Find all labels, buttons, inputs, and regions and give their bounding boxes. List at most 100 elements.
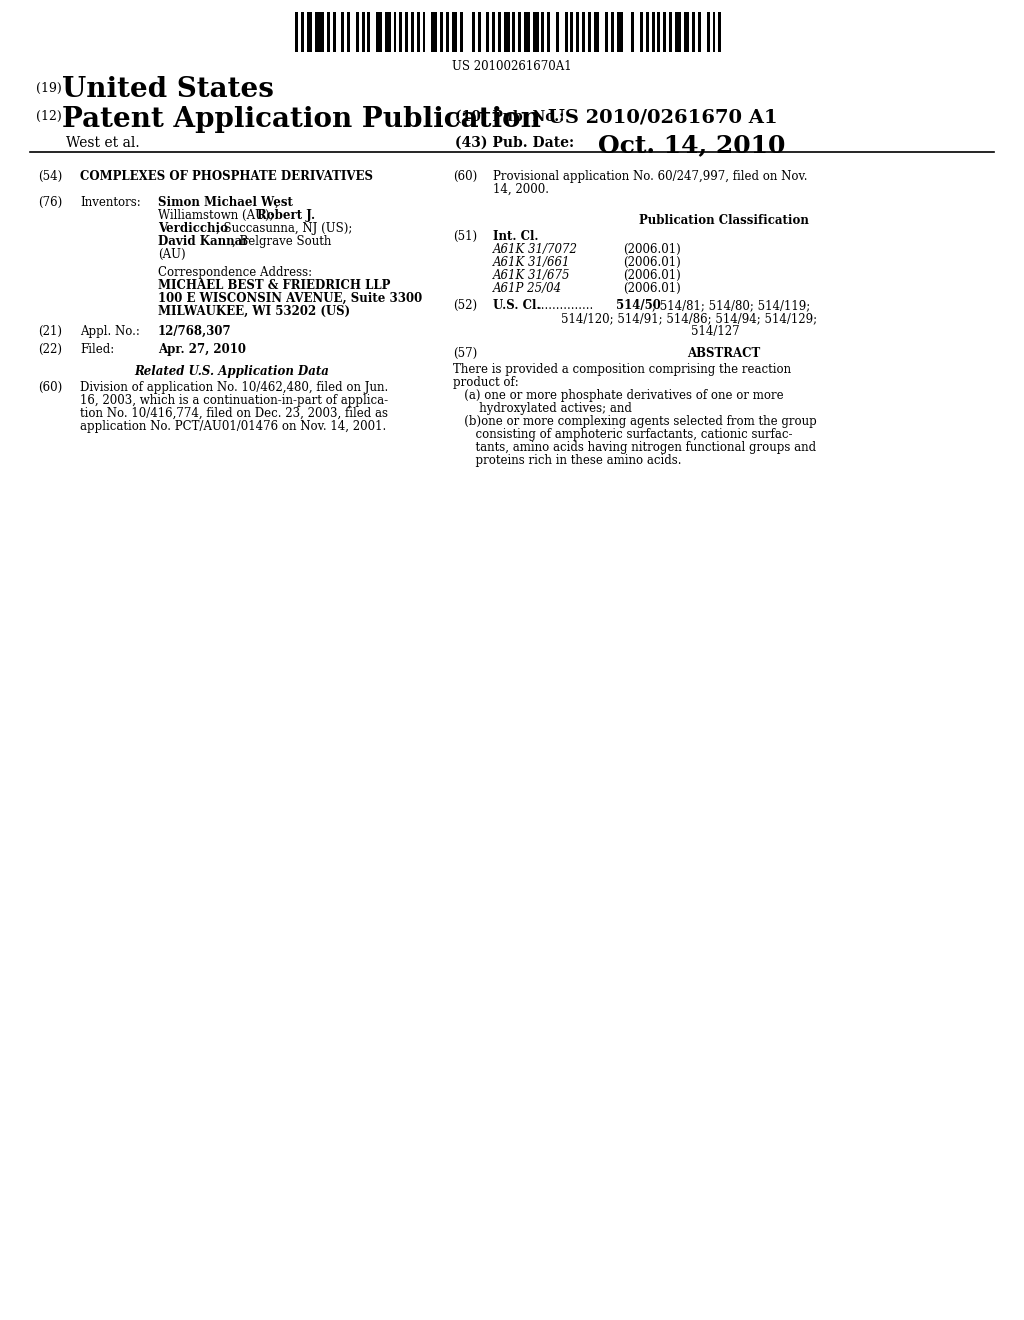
Text: Int. Cl.: Int. Cl. xyxy=(493,230,539,243)
Bar xyxy=(524,12,529,51)
Text: , Succasunna, NJ (US);: , Succasunna, NJ (US); xyxy=(216,222,352,235)
Bar xyxy=(301,12,304,51)
Bar xyxy=(341,12,344,51)
Bar xyxy=(406,12,409,51)
Text: Correspondence Address:: Correspondence Address: xyxy=(158,267,312,279)
Bar xyxy=(675,12,681,51)
Text: ...............: ............... xyxy=(538,300,594,312)
Bar xyxy=(393,12,396,51)
Bar xyxy=(333,12,336,51)
Text: US 20100261670A1: US 20100261670A1 xyxy=(453,59,571,73)
Bar xyxy=(423,12,426,51)
Bar xyxy=(385,12,391,51)
Text: hydroxylated actives; and: hydroxylated actives; and xyxy=(453,403,632,414)
Bar xyxy=(518,12,521,51)
Text: Appl. No.:: Appl. No.: xyxy=(80,325,140,338)
Bar xyxy=(306,12,312,51)
Text: MICHAEL BEST & FRIEDRICH LLP: MICHAEL BEST & FRIEDRICH LLP xyxy=(158,279,390,292)
Bar xyxy=(632,12,634,51)
Text: Verdicchio: Verdicchio xyxy=(158,222,228,235)
Bar xyxy=(368,12,371,51)
Text: 514/50: 514/50 xyxy=(616,300,660,312)
Text: (2006.01): (2006.01) xyxy=(623,256,681,269)
Bar xyxy=(356,12,358,51)
Text: A61K 31/661: A61K 31/661 xyxy=(493,256,570,269)
Text: Simon Michael West: Simon Michael West xyxy=(158,195,293,209)
Text: Division of application No. 10/462,480, filed on Jun.: Division of application No. 10/462,480, … xyxy=(80,381,388,393)
Text: (51): (51) xyxy=(453,230,477,243)
Text: consisting of amphoteric surfactants, cationic surfac-: consisting of amphoteric surfactants, ca… xyxy=(453,428,793,441)
Bar xyxy=(431,12,437,51)
Bar xyxy=(616,12,623,51)
Bar xyxy=(570,12,573,51)
Bar xyxy=(542,12,545,51)
Text: (2006.01): (2006.01) xyxy=(623,243,681,256)
Text: Related U.S. Application Data: Related U.S. Application Data xyxy=(134,366,329,378)
Bar xyxy=(532,12,539,51)
Text: Publication Classification: Publication Classification xyxy=(639,214,808,227)
Bar xyxy=(577,12,580,51)
Bar xyxy=(646,12,649,51)
Bar xyxy=(461,12,463,51)
Text: MILWAUKEE, WI 53202 (US): MILWAUKEE, WI 53202 (US) xyxy=(158,305,350,318)
Text: 16, 2003, which is a continuation-in-part of applica-: 16, 2003, which is a continuation-in-par… xyxy=(80,393,388,407)
Bar xyxy=(493,12,495,51)
Text: 100 E WISCONSIN AVENUE, Suite 3300: 100 E WISCONSIN AVENUE, Suite 3300 xyxy=(158,292,422,305)
Text: tants, amino acids having nitrogen functional groups and: tants, amino acids having nitrogen funct… xyxy=(453,441,816,454)
Text: West et al.: West et al. xyxy=(66,136,139,150)
Bar xyxy=(472,12,475,51)
Text: Williamstown (AU);: Williamstown (AU); xyxy=(158,209,278,222)
Text: ; 514/81; 514/80; 514/119;: ; 514/81; 514/80; 514/119; xyxy=(652,300,810,312)
Text: (a) one or more phosphate derivatives of one or more: (a) one or more phosphate derivatives of… xyxy=(453,389,783,403)
Bar xyxy=(547,12,550,51)
Bar xyxy=(664,12,667,51)
Bar xyxy=(582,12,585,51)
Text: COMPLEXES OF PHOSPHATE DERIVATIVES: COMPLEXES OF PHOSPHATE DERIVATIVES xyxy=(80,170,373,183)
Text: (2006.01): (2006.01) xyxy=(623,282,681,294)
Text: (19): (19) xyxy=(36,82,61,95)
Bar xyxy=(504,12,510,51)
Bar xyxy=(556,12,559,51)
Text: (10) Pub. No.:: (10) Pub. No.: xyxy=(455,110,564,124)
Text: ,: , xyxy=(275,195,279,209)
Text: (60): (60) xyxy=(38,381,62,393)
Bar xyxy=(707,12,710,51)
Text: ABSTRACT: ABSTRACT xyxy=(687,347,760,360)
Text: proteins rich in these amino acids.: proteins rich in these amino acids. xyxy=(453,454,682,467)
Text: U.S. Cl.: U.S. Cl. xyxy=(493,300,541,312)
Text: (43) Pub. Date:: (43) Pub. Date: xyxy=(455,136,574,150)
Bar xyxy=(478,12,480,51)
Text: , Belgrave South: , Belgrave South xyxy=(232,235,332,248)
Text: tion No. 10/416,774, filed on Dec. 23, 2003, filed as: tion No. 10/416,774, filed on Dec. 23, 2… xyxy=(80,407,388,420)
Bar xyxy=(327,12,330,51)
Text: (21): (21) xyxy=(38,325,62,338)
Bar xyxy=(445,12,449,51)
Bar xyxy=(295,12,298,51)
Bar xyxy=(698,12,701,51)
Bar xyxy=(611,12,614,51)
Text: (76): (76) xyxy=(38,195,62,209)
Text: application No. PCT/AU01/01476 on Nov. 14, 2001.: application No. PCT/AU01/01476 on Nov. 1… xyxy=(80,420,386,433)
Bar xyxy=(512,12,515,51)
Bar xyxy=(588,12,591,51)
Text: A61K 31/7072: A61K 31/7072 xyxy=(493,243,578,256)
Bar xyxy=(684,12,689,51)
Bar xyxy=(713,12,716,51)
Bar xyxy=(315,12,324,51)
Bar xyxy=(564,12,567,51)
Text: Inventors:: Inventors: xyxy=(80,195,140,209)
Bar xyxy=(719,12,721,51)
Text: (54): (54) xyxy=(38,170,62,183)
Text: United States: United States xyxy=(62,77,273,103)
Text: 12/768,307: 12/768,307 xyxy=(158,325,231,338)
Text: A61K 31/675: A61K 31/675 xyxy=(493,269,570,282)
Text: (60): (60) xyxy=(453,170,477,183)
Text: US 2010/0261670 A1: US 2010/0261670 A1 xyxy=(548,108,777,125)
Text: (12): (12) xyxy=(36,110,61,123)
Bar xyxy=(498,12,501,51)
Text: (22): (22) xyxy=(38,343,62,356)
Bar xyxy=(411,12,414,51)
Bar xyxy=(417,12,420,51)
Bar xyxy=(376,12,382,51)
Text: Patent Application Publication: Patent Application Publication xyxy=(62,106,541,133)
